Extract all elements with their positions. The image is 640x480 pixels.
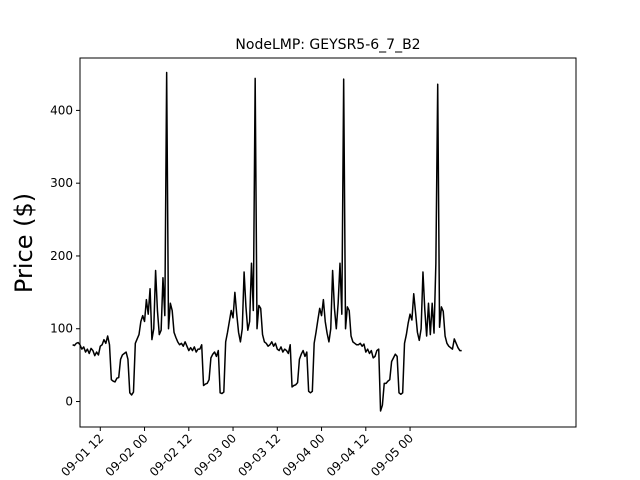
x-tick-label: 09-02 12 <box>147 431 195 479</box>
y-tick-label: 0 <box>65 395 73 409</box>
y-tick-label: 200 <box>50 249 73 263</box>
y-tick-label: 400 <box>50 103 73 117</box>
chart-title: NodeLMP: GEYSR5-6_7_B2 <box>235 37 420 53</box>
x-tick-label: 09-02 00 <box>103 431 151 479</box>
x-tick-label: 09-04 12 <box>324 431 372 479</box>
series-line <box>72 71 462 412</box>
y-axis: 0 100 200 300 400 <box>50 103 80 409</box>
plot-area <box>72 57 577 428</box>
x-tick-label: 09-03 00 <box>191 431 239 479</box>
y-tick-label: 300 <box>50 176 73 190</box>
x-tick-label: 09-01 12 <box>58 431 106 479</box>
x-tick-label: 09-04 00 <box>280 431 328 479</box>
x-tick-label: 09-05 00 <box>368 431 416 479</box>
plot-frame <box>79 57 577 428</box>
y-tick-label: 100 <box>50 322 73 336</box>
y-axis-label: Price ($) <box>10 193 38 293</box>
x-tick-label: 09-03 12 <box>235 431 283 479</box>
